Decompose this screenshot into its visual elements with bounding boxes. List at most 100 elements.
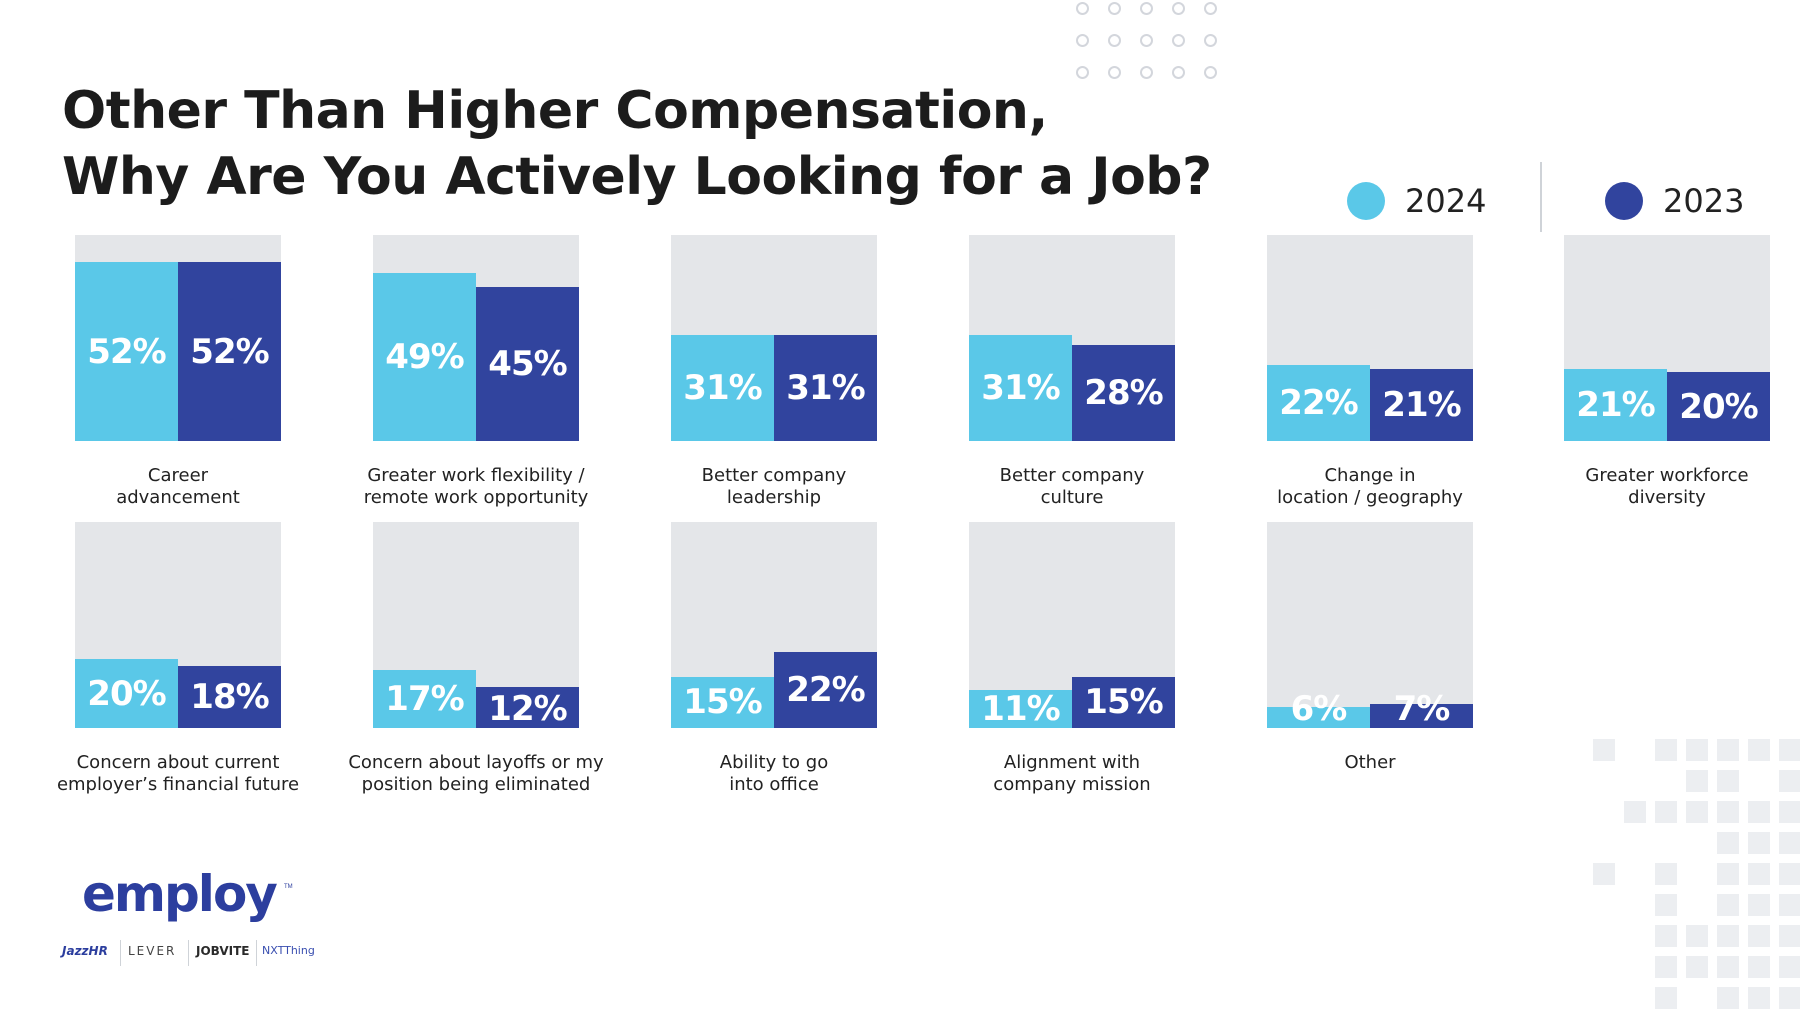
- decorative-dot-icon: [1172, 66, 1185, 79]
- decorative-square: [1717, 894, 1739, 916]
- decorative-square: [1717, 801, 1739, 823]
- category-label-line: location / geography: [1277, 487, 1463, 508]
- bar-2024-better-company-leadership: [671, 334, 774, 441]
- chart-panel-greater-work-flexibility-remote-work-opportunity: 49% 45%: [373, 235, 579, 441]
- category-label-concern-about-layoffs-or-my-position-being-eliminated: Concern about layoffs or my position bein…: [331, 752, 621, 796]
- bar-2024-concern-about-layoffs-or-my-position-being-eliminated: [373, 669, 476, 728]
- decorative-dot-icon: [1076, 66, 1089, 79]
- decorative-square: [1779, 770, 1800, 792]
- category-label-line: into office: [729, 774, 819, 795]
- data-label-2023-concern-about-layoffs-or-my-position-being-eliminated: 12%: [488, 689, 567, 729]
- decorative-square: [1717, 956, 1739, 978]
- data-label-2024-greater-workforce-diversity: 21%: [1576, 384, 1655, 425]
- category-label-greater-workforce-diversity: Greater workforce diversity: [1522, 465, 1800, 509]
- decorative-square: [1717, 832, 1739, 854]
- decorative-square: [1686, 770, 1708, 792]
- brand-jobvite: JOBVITE: [196, 944, 250, 958]
- decorative-square: [1779, 987, 1800, 1009]
- decorative-square: [1779, 863, 1800, 885]
- brand-separator: [120, 940, 121, 966]
- category-label-line: Concern about current: [76, 752, 280, 773]
- decorative-square: [1686, 925, 1708, 947]
- decorative-dot-icon: [1172, 2, 1185, 15]
- chart-panel-ability-to-go-into-office: 15% 22%: [671, 522, 877, 728]
- decorative-dot-icon: [1204, 2, 1217, 15]
- bar-2023-alignment-with-company-mission: [1072, 676, 1175, 728]
- data-label-2023-greater-work-flexibility-remote-work-opportunity: 45%: [488, 343, 567, 384]
- bar-2023-better-company-culture: [1072, 344, 1175, 441]
- chart-panel-concern-about-layoffs-or-my-position-being-eliminated: 17% 12%: [373, 522, 579, 729]
- category-label-ability-to-go-into-office: Ability to go into office: [629, 752, 919, 796]
- category-label-line: advancement: [116, 487, 240, 508]
- decorative-square: [1655, 894, 1677, 916]
- data-label-2024-better-company-culture: 31%: [981, 367, 1060, 408]
- category-label-line: Alignment with: [1003, 752, 1141, 773]
- decorative-square: [1748, 832, 1770, 854]
- bar-2024-better-company-culture: [969, 334, 1072, 441]
- legend-label-2023: 2023: [1663, 182, 1745, 220]
- bar-2024-change-in-location-geography: [1267, 365, 1370, 441]
- category-label-line: Ability to go: [719, 752, 829, 773]
- category-label-line: leadership: [726, 487, 822, 508]
- employ-logo-trademark: TM: [284, 884, 293, 890]
- data-label-2023-other: 7%: [1393, 689, 1451, 729]
- legend-dot-2023-icon: [1605, 182, 1643, 220]
- bar-2024-greater-workforce-diversity: [1564, 368, 1667, 441]
- category-label-better-company-leadership: Better company leadership: [629, 465, 919, 509]
- category-label-line: Career: [147, 465, 209, 486]
- chart-panel-career-advancement: 52% 52%: [75, 235, 281, 441]
- data-label-2023-greater-workforce-diversity: 20%: [1679, 386, 1758, 427]
- decorative-square: [1748, 863, 1770, 885]
- bar-2024-other: [1267, 707, 1370, 728]
- bar-2024-greater-work-flexibility-remote-work-opportunity: [373, 272, 476, 441]
- legend-item-2024: 2024: [1347, 180, 1486, 222]
- category-label-line: company mission: [993, 774, 1151, 795]
- decorative-square: [1624, 801, 1646, 823]
- chart-panel-greater-workforce-diversity: 21% 20%: [1564, 235, 1770, 441]
- decorative-dot-icon: [1108, 66, 1121, 79]
- bar-2023-greater-workforce-diversity: [1667, 372, 1770, 441]
- bar-2023-greater-work-flexibility-remote-work-opportunity: [476, 286, 579, 441]
- bar-2023-change-in-location-geography: [1370, 368, 1473, 441]
- decorative-square: [1655, 801, 1677, 823]
- decorative-square: [1717, 739, 1739, 761]
- decorative-square: [1748, 739, 1770, 761]
- bar-2024-ability-to-go-into-office: [671, 676, 774, 728]
- decorative-square: [1655, 863, 1677, 885]
- bar-2023-career-advancement: [178, 262, 281, 441]
- decorative-square: [1779, 956, 1800, 978]
- data-label-2024-ability-to-go-into-office: 15%: [683, 682, 762, 723]
- data-label-2023-career-advancement: 52%: [190, 331, 269, 372]
- category-label-other: Other: [1225, 752, 1515, 774]
- decorative-square: [1748, 956, 1770, 978]
- bar-2023-concern-about-current-employer-s-financial-future: [178, 666, 281, 728]
- data-label-2024-better-company-leadership: 31%: [683, 367, 762, 408]
- decorative-square: [1593, 863, 1615, 885]
- category-label-line: Other: [1344, 752, 1396, 773]
- category-label-concern-about-current-employer-s-financial-future: Concern about current employer’s financia…: [33, 752, 323, 796]
- decorative-dot-icon: [1204, 66, 1217, 79]
- category-label-line: Greater work flexibility /: [367, 465, 585, 486]
- data-label-2024-career-advancement: 52%: [87, 331, 166, 372]
- category-label-line: remote work opportunity: [363, 487, 589, 508]
- category-label-line: employer’s financial future: [56, 774, 300, 795]
- category-label-line: Change in: [1324, 465, 1416, 486]
- decorative-square: [1655, 925, 1677, 947]
- bar-2023-better-company-leadership: [774, 334, 877, 441]
- data-label-2023-alignment-with-company-mission: 15%: [1084, 682, 1163, 723]
- category-label-line: Greater workforce: [1585, 465, 1749, 486]
- data-label-2023-change-in-location-geography: 21%: [1382, 384, 1461, 425]
- decorative-square: [1779, 739, 1800, 761]
- data-label-2024-concern-about-current-employer-s-financial-future: 20%: [87, 673, 166, 714]
- brand-jazzhr: JazzHR: [62, 944, 108, 958]
- chart-panel-better-company-culture: 31% 28%: [969, 235, 1175, 441]
- chart-title-line-2: Why Are You Actively Looking for a Job?: [62, 147, 1212, 207]
- decorative-square: [1686, 956, 1708, 978]
- decorative-square: [1655, 739, 1677, 761]
- decorative-square: [1655, 987, 1677, 1009]
- brand-separator: [256, 940, 257, 966]
- chart-panel-alignment-with-company-mission: 11% 15%: [969, 522, 1175, 729]
- decorative-dot-icon: [1140, 66, 1153, 79]
- employ-logo: employ: [82, 865, 278, 923]
- decorative-square: [1717, 863, 1739, 885]
